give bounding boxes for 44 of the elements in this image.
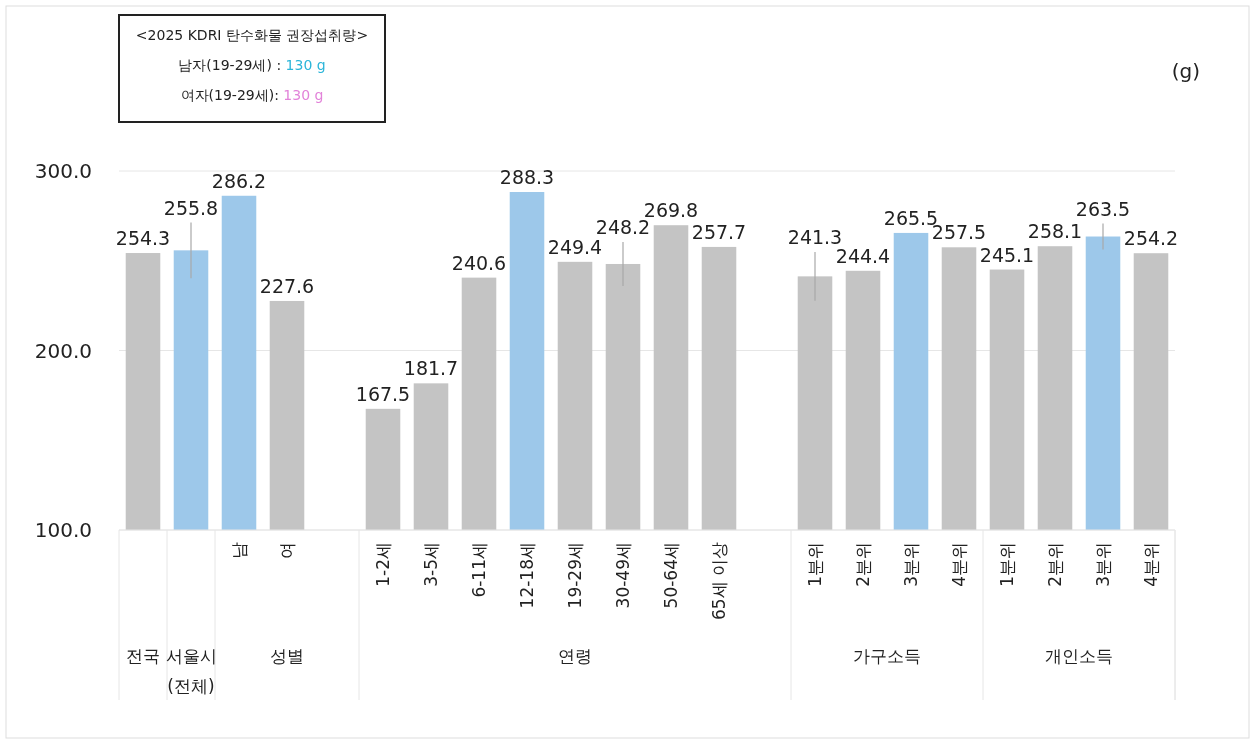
x-tick-label: 4분위 <box>949 542 969 587</box>
y-tick-label: 300.0 <box>34 159 92 183</box>
x-tick-label: 50-64세 <box>661 542 681 609</box>
data-label: 167.5 <box>355 382 411 405</box>
x-tick-label: 여 <box>277 542 297 559</box>
text: 남자(19-29세) : 130 g <box>178 57 326 73</box>
x-tick-label: 4분위 <box>1141 542 1161 587</box>
x-tick-label: 6-11세 <box>469 542 489 598</box>
data-label: 255.8 <box>163 196 219 219</box>
x-tick-label: 3분위 <box>1093 542 1113 587</box>
data-label: 227.6 <box>259 274 315 297</box>
data-label: 240.6 <box>451 251 507 274</box>
x-tick-label: 3-5세 <box>421 542 441 587</box>
text: 성별 <box>270 646 304 666</box>
text: 가구소득 <box>853 646 921 666</box>
data-label: 181.7 <box>403 357 459 380</box>
y-tick-label: 100.0 <box>34 518 92 542</box>
x-tick-label: 1-2세 <box>373 542 393 587</box>
text: <2025 KDRI 탄수화물 권장섭취량> <box>135 27 369 43</box>
data-label: 258.1 <box>1027 220 1083 243</box>
x-tick-label: 2분위 <box>853 542 873 587</box>
text: 전국 <box>126 646 160 666</box>
text: 개인소득 <box>1045 646 1113 666</box>
text: 연령 <box>558 646 592 666</box>
x-tick-label: 19-29세 <box>565 542 585 609</box>
x-tick-label: 1분위 <box>805 542 825 587</box>
x-tick-label: 30-49세 <box>613 542 633 609</box>
x-tick-label: 12-18세 <box>517 542 537 609</box>
data-label: 288.3 <box>499 166 555 188</box>
y-tick-label: 200.0 <box>34 338 92 363</box>
data-label: 286.2 <box>211 169 267 192</box>
data-label: 245.1 <box>979 243 1035 266</box>
x-tick-label: 2분위 <box>1045 542 1065 587</box>
data-label: 263.5 <box>1075 197 1131 220</box>
data-label: 254.3 <box>115 227 171 250</box>
text: 여자(19-29세): 130 g <box>180 87 324 103</box>
x-tick-label: 65세 이상 <box>709 542 729 621</box>
data-label: 257.7 <box>691 220 747 243</box>
x-tick-label: 1분위 <box>997 542 1017 587</box>
data-label: 254.2 <box>1123 227 1179 250</box>
x-tick-label: 3분위 <box>901 542 921 587</box>
y-axis-title: (g) <box>1171 59 1200 83</box>
text: 서울시 (전체) <box>165 646 217 696</box>
x-tick-label: 남 <box>229 542 249 559</box>
